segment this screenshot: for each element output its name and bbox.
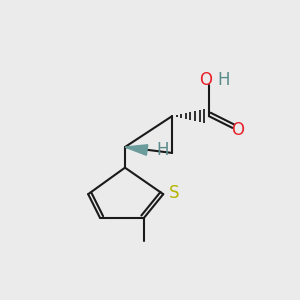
Text: H: H [218, 71, 230, 89]
Text: O: O [200, 71, 212, 89]
Polygon shape [125, 145, 148, 155]
Text: O: O [231, 121, 244, 139]
Text: H: H [156, 141, 168, 159]
Text: S: S [169, 184, 179, 202]
